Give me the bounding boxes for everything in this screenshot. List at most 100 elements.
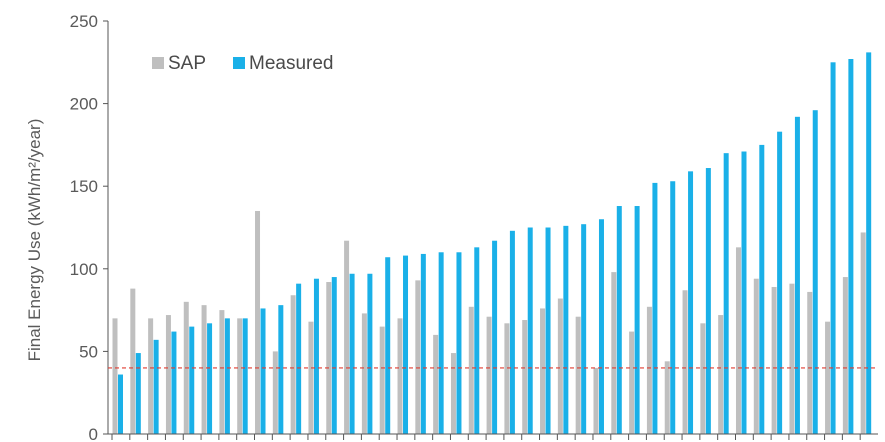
- bar-measured: [794, 116, 800, 434]
- legend: SAP Measured: [152, 53, 334, 74]
- bar-sap: [415, 280, 421, 434]
- y-tick-label: 50: [79, 342, 98, 361]
- bar-measured: [278, 305, 284, 434]
- bar-measured: [634, 206, 640, 434]
- bar-sap: [326, 282, 332, 434]
- y-axis-title: Final Energy Use (kWh/m²/year): [25, 119, 44, 362]
- bar-sap: [308, 321, 314, 434]
- bar-measured: [509, 230, 515, 434]
- bar-sap: [700, 323, 706, 434]
- bar-sap: [753, 278, 759, 434]
- bar-measured: [527, 227, 533, 434]
- bar-measured: [349, 273, 355, 434]
- bar-sap: [237, 318, 243, 434]
- bar-measured: [189, 326, 195, 434]
- bar-sap: [611, 272, 617, 434]
- bar-sap: [148, 318, 154, 434]
- bar-measured: [741, 151, 747, 434]
- bar-measured: [581, 224, 587, 434]
- legend-label: Measured: [249, 53, 334, 74]
- bar-sap: [807, 291, 813, 434]
- bar-measured: [688, 171, 694, 434]
- bar-measured: [866, 52, 872, 434]
- bar-measured: [224, 318, 230, 434]
- bar-sap: [272, 351, 278, 434]
- y-tick-label: 100: [70, 260, 98, 279]
- bar-sap: [130, 288, 136, 434]
- bar-sap: [682, 290, 688, 434]
- y-axis: 0 50 100 150 200 250: [70, 12, 109, 442]
- y-tick-label: 250: [70, 12, 98, 31]
- bar-sap: [664, 361, 670, 434]
- bar-sap: [361, 313, 367, 434]
- bar-sap: [842, 277, 848, 434]
- bar-measured: [812, 110, 818, 434]
- bar-measured: [759, 144, 765, 434]
- bar-measured: [474, 247, 480, 434]
- bar-sap: [112, 318, 118, 434]
- bar-sap: [825, 321, 831, 434]
- bar-sap: [344, 240, 350, 434]
- bar-sap: [450, 353, 456, 434]
- bar-sap: [504, 323, 510, 434]
- bar-measured: [652, 182, 658, 434]
- y-tick-label: 200: [70, 95, 98, 114]
- bar-measured: [456, 252, 462, 434]
- x-axis: [108, 433, 878, 440]
- bar-measured: [403, 255, 409, 434]
- legend-swatch: [233, 57, 245, 69]
- bar-sap: [860, 232, 866, 434]
- y-tick-label: 0: [89, 425, 98, 442]
- bar-measured: [296, 283, 302, 434]
- bar-measured: [153, 339, 159, 434]
- bar-measured: [670, 181, 676, 434]
- legend-label: SAP: [168, 53, 206, 74]
- bar-measured: [171, 331, 177, 434]
- bar-sap: [522, 320, 528, 434]
- bar-sap: [165, 315, 171, 434]
- legend-swatch: [152, 57, 164, 69]
- bar-sap: [219, 310, 225, 434]
- bar-sap: [201, 305, 207, 434]
- bar-measured: [118, 374, 123, 434]
- bar-measured: [705, 168, 711, 434]
- bar-sap: [557, 298, 563, 434]
- bar-sap: [486, 316, 492, 434]
- bar-measured: [367, 273, 373, 434]
- bar-measured: [848, 58, 854, 434]
- bar-sap: [468, 306, 474, 434]
- bar-sap: [290, 295, 296, 434]
- bar-measured: [135, 353, 141, 434]
- bar-sap: [433, 334, 439, 434]
- bar-sap: [379, 326, 385, 434]
- bar-sap: [646, 306, 652, 434]
- bar-sap: [789, 283, 795, 434]
- bar-measured: [830, 62, 836, 435]
- bar-measured: [563, 225, 569, 434]
- bar-measured: [616, 206, 622, 434]
- bar-measured: [260, 308, 266, 434]
- bar-measured: [492, 240, 498, 434]
- bar-measured: [242, 318, 248, 434]
- bar-sap: [718, 315, 724, 434]
- bar-measured: [331, 277, 337, 434]
- bar-measured: [723, 153, 729, 434]
- y-tick-label: 150: [70, 177, 98, 196]
- bar-measured: [598, 219, 604, 434]
- bars: [112, 52, 872, 435]
- bar-sap: [540, 308, 546, 434]
- bar-measured: [438, 252, 444, 434]
- bar-measured: [207, 323, 213, 434]
- bar-sap: [593, 367, 599, 434]
- bar-measured: [777, 131, 783, 434]
- bar-measured: [545, 227, 551, 434]
- bar-measured: [385, 257, 391, 434]
- bar-sap: [255, 210, 261, 434]
- bar-sap: [771, 286, 777, 434]
- bar-sap: [397, 318, 403, 434]
- bar-sap: [575, 316, 581, 434]
- bar-sap: [629, 331, 635, 434]
- bar-measured: [420, 253, 426, 434]
